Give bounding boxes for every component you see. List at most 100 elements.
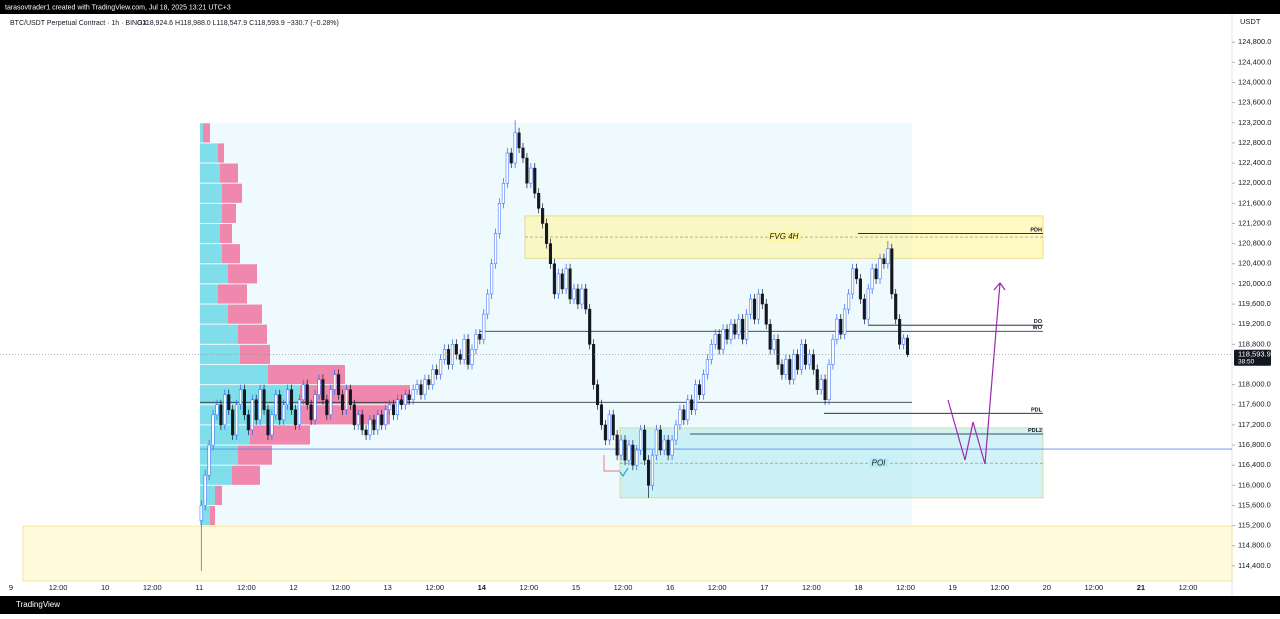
projection-arrow (947, 282, 1001, 465)
candle-body (309, 404, 313, 421)
x-tick-label: 12:00 (614, 583, 633, 592)
candle-body (223, 394, 227, 426)
candle-body (431, 369, 435, 385)
y-tick-label: 124,800.0 (1238, 37, 1271, 46)
vp-up (200, 123, 203, 143)
candle-body (513, 132, 517, 164)
candle-body (301, 384, 305, 400)
candle-body (866, 288, 870, 320)
candle-body (533, 167, 537, 194)
candle-body (588, 308, 592, 345)
chart-title: BTC/USDT Perpetual Contract · 1h · BINGX (10, 20, 148, 27)
y-axis-label: USDT (1240, 17, 1261, 26)
vp-up (200, 203, 222, 223)
candle-body (611, 414, 615, 436)
candle-body (878, 258, 882, 280)
vp-down (238, 324, 267, 344)
vp-down (238, 445, 272, 465)
candle-body (576, 288, 580, 305)
candle-body (568, 268, 572, 300)
candle-body (745, 313, 749, 340)
candle-body (839, 318, 843, 335)
countdown: 38:50 (1238, 358, 1255, 365)
candle-body (454, 344, 458, 355)
x-tick-label: 13 (383, 583, 391, 592)
zone (22, 525, 1233, 582)
x-tick-label: 12:00 (990, 583, 1009, 592)
candle-body (391, 404, 396, 416)
x-tick-label: 12:00 (49, 583, 68, 592)
candle-body (623, 439, 627, 461)
candle-body (556, 273, 560, 295)
candle-body (486, 293, 490, 315)
candle-body (874, 268, 878, 280)
candle-body (803, 344, 808, 365)
candle-body (862, 298, 866, 320)
candle-body (796, 354, 800, 370)
y-tick-label: 118,000.0 (1238, 380, 1271, 389)
candle-body (800, 344, 804, 370)
candle-body (643, 429, 647, 461)
vp-down (222, 244, 240, 264)
candle-body (541, 208, 545, 224)
candle-body (835, 318, 839, 340)
candle-body (701, 374, 706, 395)
vp-down (222, 183, 242, 203)
candle-body (646, 459, 651, 486)
candle-body (317, 379, 321, 395)
vp-up (200, 505, 210, 526)
candle-body (219, 404, 223, 426)
candle-body (360, 414, 364, 431)
candle-body (768, 323, 772, 350)
candle-body (329, 389, 333, 416)
candle-body (682, 409, 686, 421)
candle-body (717, 334, 721, 350)
candle-body (654, 429, 658, 456)
vp-down (250, 425, 310, 445)
candle-body (376, 414, 380, 431)
candle-body (235, 404, 239, 436)
candle-body (603, 424, 607, 441)
candle-body (470, 349, 474, 365)
candle-body (242, 389, 246, 416)
candle-body (364, 429, 368, 436)
candle-body (384, 409, 388, 426)
candle-body (446, 349, 451, 365)
candle-body (662, 439, 666, 451)
candle-body (482, 313, 486, 340)
candle-body (238, 389, 243, 406)
x-tick-label: 12:00 (331, 583, 350, 592)
candle-body (686, 399, 690, 421)
vp-down (218, 284, 247, 304)
candle-body (721, 328, 725, 350)
candle-body (211, 414, 215, 446)
candle-body (388, 404, 392, 411)
candle-body (293, 409, 297, 426)
vp-up (200, 163, 220, 183)
y-tick-label: 124,400.0 (1238, 57, 1271, 66)
y-tick-label: 122,400.0 (1238, 158, 1271, 167)
candle-body (752, 298, 757, 320)
candle-body (474, 334, 478, 350)
x-tick-label: 12 (289, 583, 297, 592)
candle-body (741, 318, 745, 340)
zone-label: FVG 4H (770, 232, 799, 241)
label-bg (767, 232, 801, 242)
candle-body (788, 359, 792, 380)
check-mark (619, 467, 629, 478)
candle-body (595, 384, 600, 406)
x-tick-label: 20 (1043, 583, 1051, 592)
y-tick-label: 120,400.0 (1238, 259, 1271, 268)
candle-body (325, 399, 329, 416)
candle-body (458, 354, 462, 360)
candle-body (250, 399, 254, 431)
x-tick-label: 12:00 (708, 583, 727, 592)
y-tick-label: 117,600.0 (1238, 400, 1271, 409)
candle-body (348, 389, 352, 406)
vp-down (222, 203, 236, 223)
candle-body (368, 419, 372, 436)
candle-body (439, 359, 443, 375)
x-tick-label: 14 (478, 583, 487, 592)
y-tick-label: 119,200.0 (1238, 319, 1271, 328)
candle-body (313, 394, 317, 421)
